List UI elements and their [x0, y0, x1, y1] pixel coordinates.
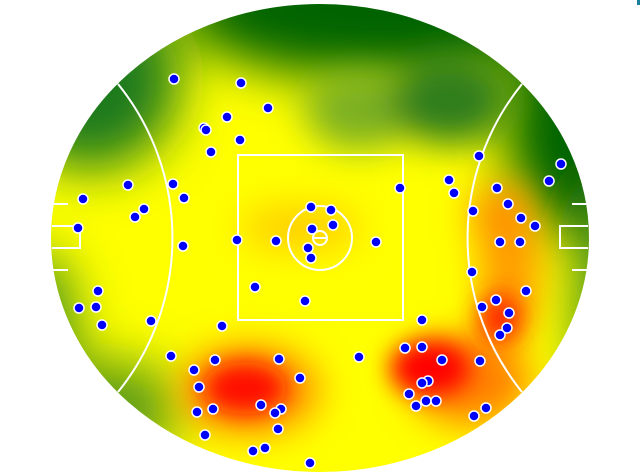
data-point-1 [168, 73, 180, 85]
data-point-24 [305, 252, 317, 264]
data-point-41 [353, 351, 365, 363]
data-point-61 [529, 220, 541, 232]
data-point-77 [416, 377, 428, 389]
data-point-65 [520, 285, 532, 297]
data-point-66 [490, 294, 502, 306]
data-point-3 [262, 102, 274, 114]
mid-density-top-center [305, 70, 415, 150]
data-point-71 [416, 314, 428, 326]
data-point-63 [514, 236, 526, 248]
data-point-73 [416, 341, 428, 353]
data-point-64 [466, 266, 478, 278]
centre-circle [287, 205, 353, 271]
data-point-31 [73, 302, 85, 314]
data-point-44 [269, 407, 281, 419]
data-point-55 [443, 174, 455, 186]
data-point-29 [92, 285, 104, 297]
data-point-51 [304, 457, 316, 469]
data-point-2 [235, 77, 247, 89]
data-point-4 [221, 111, 233, 123]
data-point-81 [410, 400, 422, 412]
data-point-83 [468, 410, 480, 422]
data-point-26 [394, 182, 406, 194]
data-point-79 [420, 395, 432, 407]
data-point-80 [430, 395, 442, 407]
data-point-19 [305, 201, 317, 213]
mid-density-top-right [390, 55, 510, 145]
data-point-9 [122, 179, 134, 191]
data-point-52 [473, 150, 485, 162]
data-point-53 [555, 158, 567, 170]
data-point-32 [96, 319, 108, 331]
data-point-6 [200, 124, 212, 136]
data-point-62 [494, 236, 506, 248]
data-point-16 [177, 240, 189, 252]
data-point-58 [502, 198, 514, 210]
data-point-69 [501, 322, 513, 334]
data-point-23 [302, 242, 314, 254]
data-point-15 [72, 222, 84, 234]
data-point-37 [273, 353, 285, 365]
data-point-48 [199, 429, 211, 441]
data-point-12 [138, 203, 150, 215]
data-point-34 [216, 320, 228, 332]
data-point-57 [491, 182, 503, 194]
data-point-7 [234, 134, 246, 146]
high-density-lower-right [390, 340, 470, 396]
data-point-78 [403, 388, 415, 400]
data-point-38 [188, 364, 200, 376]
data-point-56 [448, 187, 460, 199]
data-point-35 [165, 350, 177, 362]
data-point-27 [249, 281, 261, 293]
data-point-42 [255, 399, 267, 411]
data-point-28 [299, 295, 311, 307]
data-point-68 [503, 307, 515, 319]
data-point-47 [272, 423, 284, 435]
data-point-49 [259, 442, 271, 454]
mid-density-center-bar [240, 206, 360, 250]
mid-density-right-upper [470, 185, 530, 245]
data-point-45 [207, 403, 219, 415]
data-point-46 [191, 406, 203, 418]
data-point-30 [90, 301, 102, 313]
data-point-33 [145, 315, 157, 327]
points-layer [72, 73, 567, 469]
data-point-14 [77, 193, 89, 205]
high-density-lower-left [203, 362, 287, 414]
data-point-10 [167, 178, 179, 190]
data-point-18 [270, 235, 282, 247]
data-point-17 [231, 234, 243, 246]
data-point-40 [294, 372, 306, 384]
data-point-59 [467, 205, 479, 217]
data-point-72 [399, 342, 411, 354]
right-goal-square [559, 225, 588, 249]
low-density-bottom-left [50, 360, 180, 460]
data-point-50 [247, 445, 259, 457]
data-point-25 [370, 236, 382, 248]
data-point-39 [193, 381, 205, 393]
right-arc [466, 83, 523, 393]
data-point-11 [178, 192, 190, 204]
data-point-60 [515, 212, 527, 224]
data-point-13 [129, 211, 141, 223]
data-point-75 [474, 355, 486, 367]
data-point-20 [325, 204, 337, 216]
data-point-21 [327, 219, 339, 231]
data-point-70 [494, 329, 506, 341]
data-point-54 [543, 175, 555, 187]
data-point-67 [476, 301, 488, 313]
data-point-22 [306, 223, 318, 235]
left-goal-square [52, 225, 81, 249]
data-point-8 [205, 146, 217, 158]
edge-mark [637, 0, 640, 5]
data-point-74 [436, 354, 448, 366]
data-point-82 [480, 402, 492, 414]
data-point-36 [209, 354, 221, 366]
left-arc [117, 83, 174, 393]
boundary-line [49, 2, 591, 474]
